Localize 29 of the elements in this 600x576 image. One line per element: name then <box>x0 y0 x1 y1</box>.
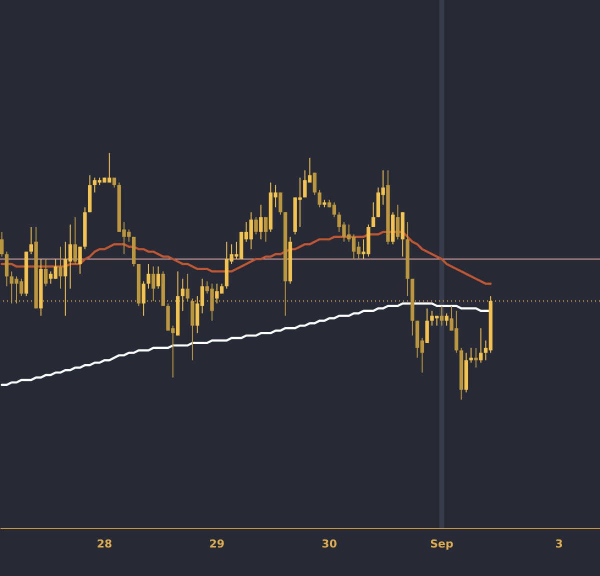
candlestick <box>78 246 82 274</box>
candlestick <box>312 172 316 196</box>
candlestick <box>396 204 400 240</box>
candlestick <box>259 204 263 240</box>
candlestick <box>44 258 48 287</box>
candlestick <box>29 226 33 255</box>
candlestick <box>425 308 429 344</box>
candlestick <box>186 273 190 302</box>
x-tick-label: 3 <box>555 538 563 550</box>
candlestick <box>142 280 146 316</box>
x-tick-label: 28 <box>96 538 112 550</box>
candlestick <box>73 216 77 264</box>
candlestick <box>0 231 4 258</box>
candlestick <box>264 216 268 242</box>
candlestick <box>318 189 322 208</box>
candlestick <box>156 266 160 290</box>
candlestick <box>479 328 483 364</box>
candlestick <box>4 251 9 287</box>
candlestick <box>146 264 150 290</box>
candlestick <box>278 192 282 216</box>
x-tick-label: 30 <box>322 538 338 550</box>
candlestick <box>152 266 156 302</box>
candlestick <box>112 177 116 188</box>
candlestick <box>58 246 62 290</box>
candlestick <box>254 216 258 235</box>
candlestick <box>371 202 376 228</box>
x-tick-label: Sep <box>430 538 454 550</box>
x-tick-label: 29 <box>209 538 225 550</box>
candlestick <box>180 278 185 312</box>
